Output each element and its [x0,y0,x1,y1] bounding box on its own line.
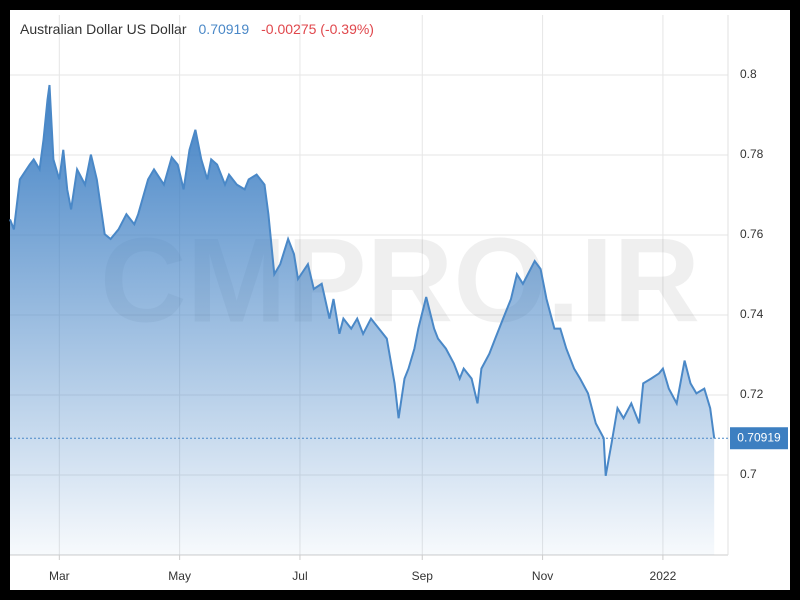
y-tick-label: 0.8 [740,67,757,81]
y-tick-label: 0.72 [740,387,764,401]
price-tag-label: 0.70919 [737,430,781,444]
x-tick-label: Jul [292,569,307,583]
header: Australian Dollar US Dollar 0.70919 -0.002… [20,21,374,37]
x-tick-label: Sep [412,569,434,583]
y-tick-label: 0.7 [740,467,757,481]
change: -0.00275 (-0.39%) [261,21,374,37]
price-tag [730,427,788,450]
x-tick-label: Nov [532,569,553,583]
x-tick-label: Mar [49,569,70,583]
instrument-name: Australian Dollar US Dollar [20,21,187,37]
line [9,84,716,476]
y-tick-label: 0.76 [740,227,764,241]
area [10,85,715,555]
x-tick-label: May [168,569,191,583]
price: 0.70919 [199,21,250,37]
y-tick-label: 0.78 [740,147,764,161]
y-tick-label: 0.74 [740,307,764,321]
x-tick-label: 2022 [650,569,677,583]
